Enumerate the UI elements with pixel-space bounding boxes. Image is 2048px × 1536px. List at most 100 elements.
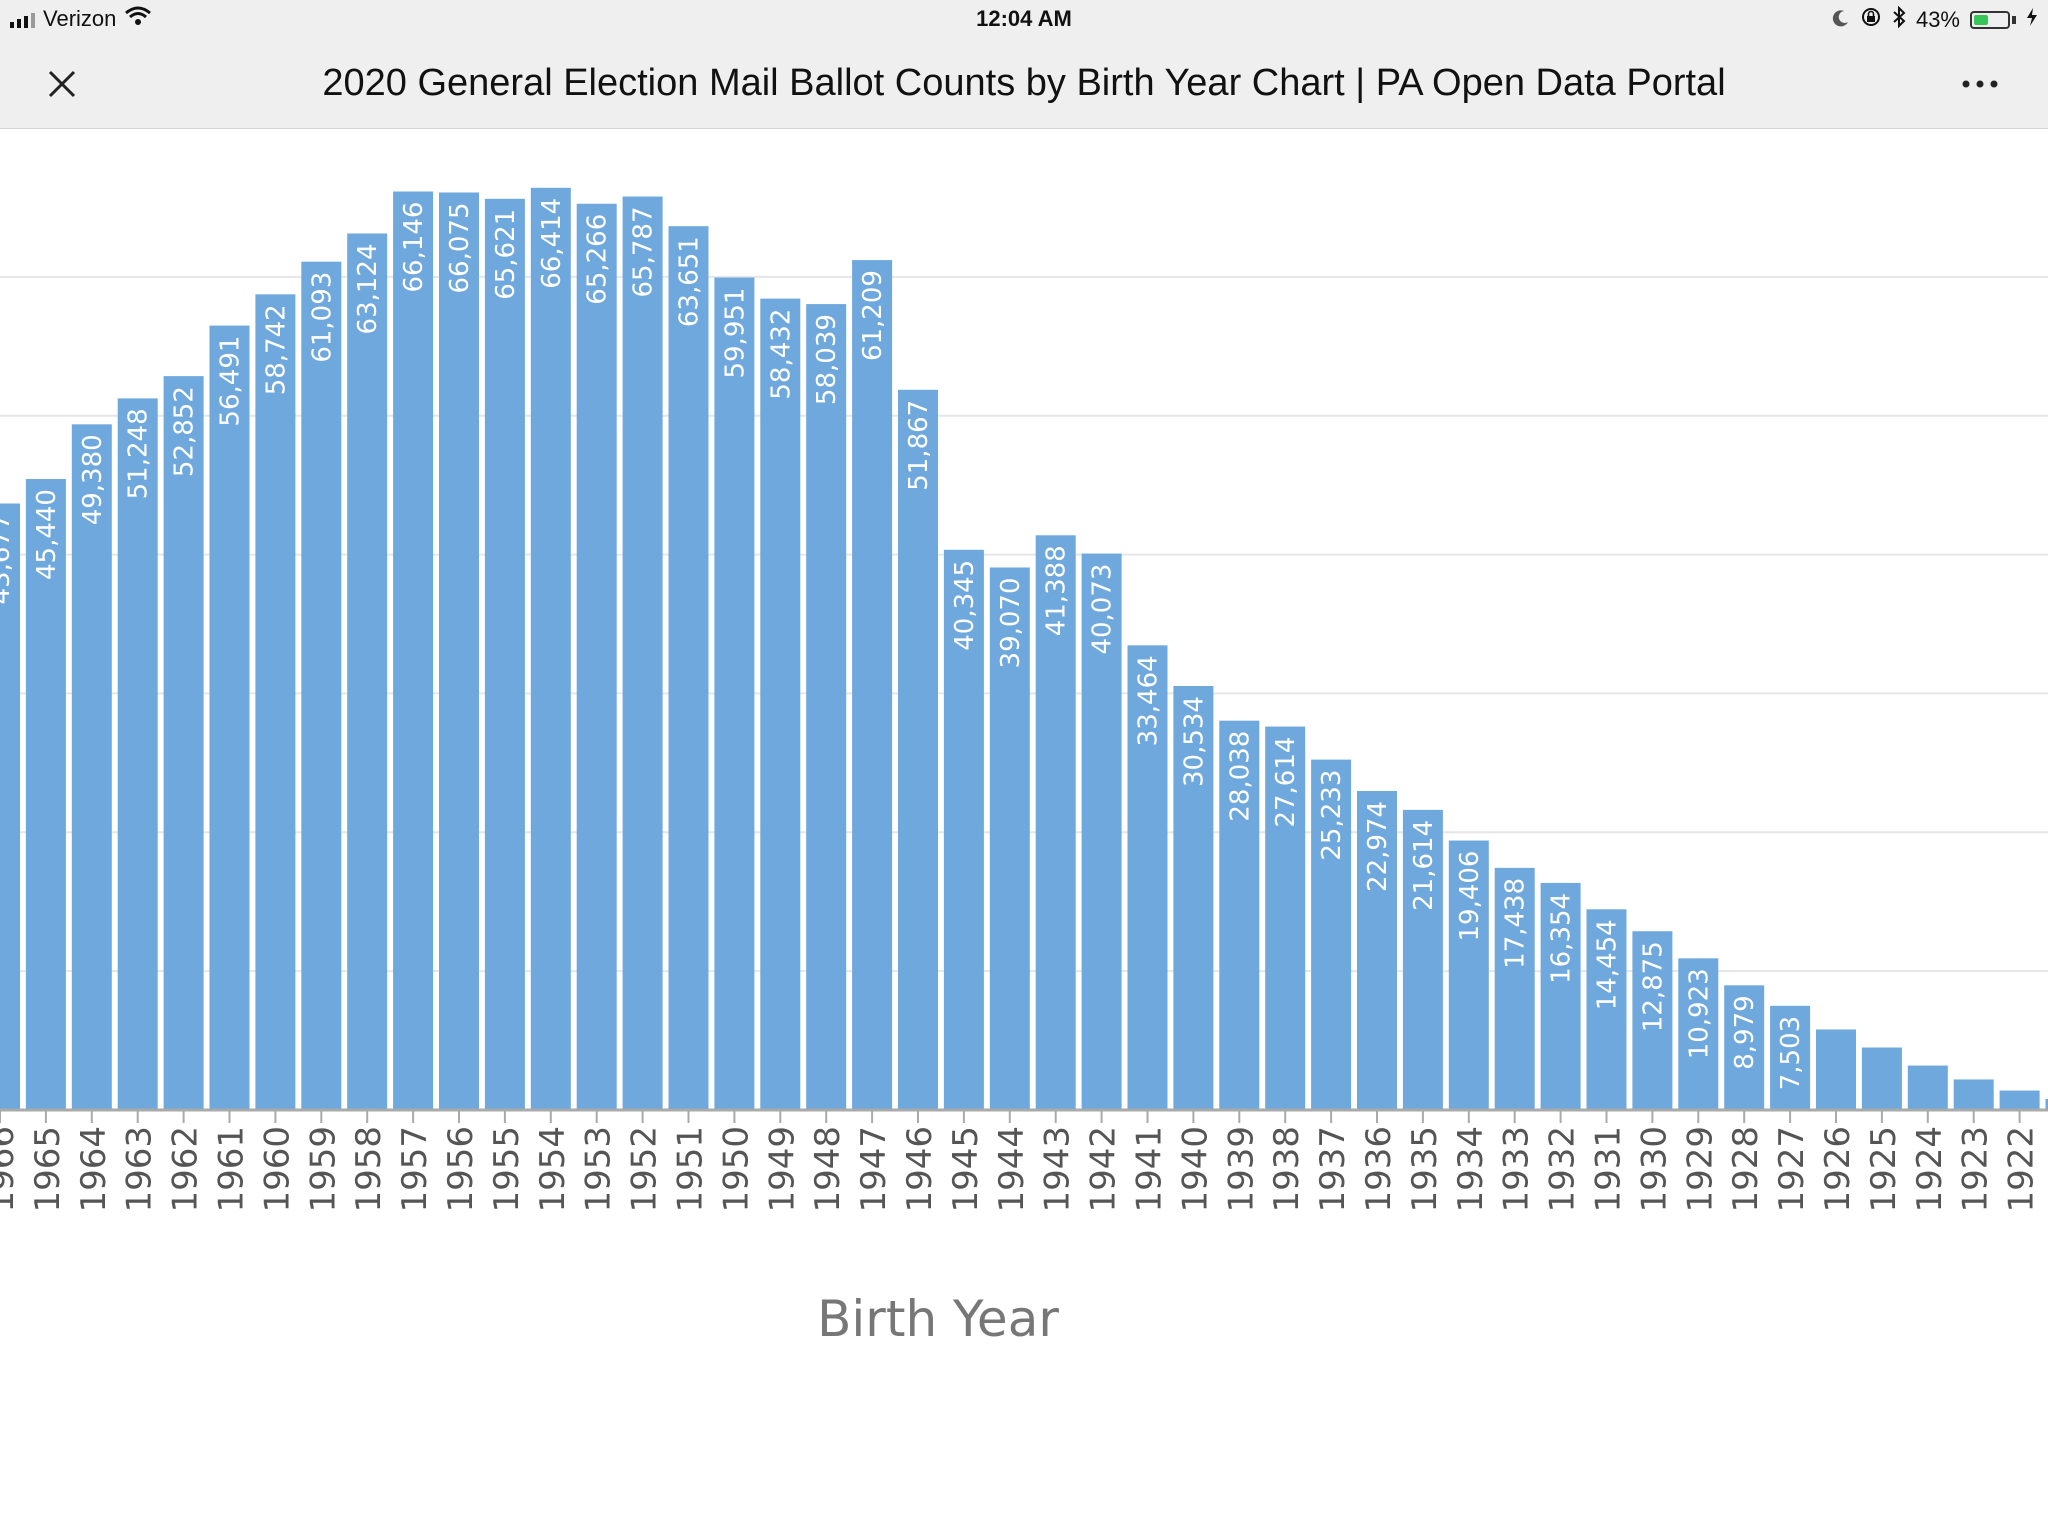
x-tick-label: 1937	[1313, 1126, 1353, 1213]
x-tick-label: 1959	[303, 1126, 343, 1213]
x-tick-label: 1934	[1451, 1126, 1491, 1213]
bar	[117, 398, 158, 1111]
bar-value-label: 22,974	[1363, 801, 1393, 892]
bar	[1816, 1029, 1856, 1110]
bar-value-label: 63,651	[675, 236, 705, 327]
bar-value-label: 12,875	[1638, 941, 1668, 1032]
x-tick-label: 1941	[1130, 1126, 1170, 1213]
close-button[interactable]	[40, 62, 84, 106]
bar-value-label: 17,438	[1501, 878, 1531, 969]
orientation-lock-icon	[1860, 6, 1882, 34]
x-tick-label: 1950	[716, 1126, 756, 1213]
x-tick-label: 1940	[1175, 1126, 1215, 1213]
x-tick-label: 1961	[212, 1126, 252, 1213]
x-tick-label: 1922	[2002, 1126, 2042, 1213]
bar-value-label: 39,070	[996, 577, 1026, 668]
x-tick-label: 1935	[1405, 1126, 1445, 1213]
x-tick-label: 1931	[1589, 1126, 1629, 1213]
bar-value-label: 66,414	[537, 198, 567, 289]
bar-value-label: 10,923	[1684, 968, 1714, 1059]
bar	[1357, 790, 1397, 1110]
bar	[1678, 958, 1719, 1110]
bar-value-label: 8,979	[1730, 995, 1760, 1069]
bar-value-label: 16,354	[1547, 893, 1577, 984]
bar-value-label: 40,345	[950, 560, 980, 651]
bar-value-label: 59,951	[720, 288, 750, 379]
bar	[1081, 553, 1122, 1110]
bar-value-label: 58,742	[261, 304, 291, 395]
carrier-label: Verizon	[43, 6, 117, 31]
x-tick-label: 1957	[395, 1126, 435, 1213]
x-tick-label: 1938	[1267, 1126, 1307, 1213]
bar	[1127, 645, 1168, 1110]
x-tick-label: 1962	[166, 1126, 206, 1213]
bar-value-label: 61,209	[858, 270, 888, 361]
bar-value-label: 21,614	[1409, 820, 1439, 911]
bar-value-label: 14,454	[1593, 919, 1623, 1010]
bar-value-labels: 43,677 45,440 49,380 51,248 52,852 56,491 58,7…	[0, 198, 1806, 1090]
bar	[1173, 686, 1214, 1110]
bar-value-label: 58,432	[766, 309, 796, 400]
more-button[interactable]	[1952, 66, 2008, 102]
x-tick-label: 1933	[1497, 1126, 1537, 1213]
bar	[943, 549, 984, 1110]
bar	[71, 424, 112, 1110]
bar-value-label: 25,233	[1317, 770, 1347, 861]
x-tick-label: 1939	[1221, 1126, 1261, 1213]
bar	[530, 187, 571, 1110]
bar	[668, 226, 709, 1110]
x-tick-label: 1929	[1680, 1126, 1720, 1213]
bars	[0, 187, 2048, 1111]
page-title: 2020 General Election Mail Ballot Counts…	[322, 62, 1726, 104]
bar-value-label: 30,534	[1179, 696, 1209, 787]
bar	[393, 191, 434, 1111]
bar	[1540, 882, 1581, 1110]
x-tick-label: 1928	[1726, 1126, 1766, 1213]
x-tick-label: 1965	[28, 1126, 68, 1213]
x-tick-label: 1943	[1038, 1126, 1078, 1213]
x-tick-label: 1947	[854, 1126, 894, 1213]
battery-tip	[2012, 16, 2016, 24]
bar	[1311, 759, 1352, 1110]
bar	[1907, 1065, 1948, 1110]
bar	[1724, 985, 1765, 1110]
status-time: 12:04 AM	[976, 6, 1072, 31]
bar	[255, 294, 296, 1110]
x-axis-ticks: 1966 1965 1964 1963 1962 1961 1960 1959 1958 1957…	[0, 1110, 2048, 1213]
bar	[1265, 726, 1306, 1110]
x-tick-label: 1963	[120, 1126, 160, 1213]
x-tick-label: 1927	[1772, 1126, 1812, 1213]
bar-value-label: 40,073	[1088, 564, 1118, 655]
bar-value-label: 41,388	[1042, 545, 1072, 636]
close-icon	[48, 70, 76, 98]
bar-value-label: 65,266	[583, 214, 613, 305]
bar-value-label: 51,867	[904, 400, 934, 491]
bar-value-label: 28,038	[1225, 731, 1255, 822]
wifi-icon	[124, 6, 152, 32]
bar	[1632, 931, 1673, 1110]
moon-icon	[1832, 7, 1850, 33]
x-tick-label: 1954	[533, 1126, 573, 1213]
bar-value-label: 61,093	[307, 272, 337, 363]
bar-value-label: 49,380	[78, 434, 108, 525]
x-tick-label: 1936	[1359, 1126, 1399, 1213]
bar-value-label: 43,677	[0, 514, 16, 605]
bar	[25, 479, 66, 1110]
x-tick-label: 1951	[671, 1126, 711, 1213]
bar	[1999, 1090, 2040, 1110]
bar	[484, 198, 525, 1110]
status-left: Verizon	[10, 6, 152, 32]
bar-value-label: 66,075	[445, 203, 475, 294]
bar	[347, 233, 388, 1111]
bar-value-label: 19,406	[1455, 851, 1485, 942]
bar	[852, 260, 893, 1110]
status-bar: Verizon 12:04 AM 43%	[0, 0, 2048, 42]
bar	[989, 567, 1030, 1110]
bar-value-label: 63,124	[353, 243, 383, 334]
battery-level	[1974, 15, 1988, 25]
bar-value-label: 66,146	[399, 202, 429, 293]
x-tick-label: 1958	[349, 1126, 389, 1213]
bar	[898, 389, 938, 1110]
x-tick-label: 1966	[0, 1126, 22, 1213]
x-tick-label: 1924	[1910, 1126, 1950, 1213]
